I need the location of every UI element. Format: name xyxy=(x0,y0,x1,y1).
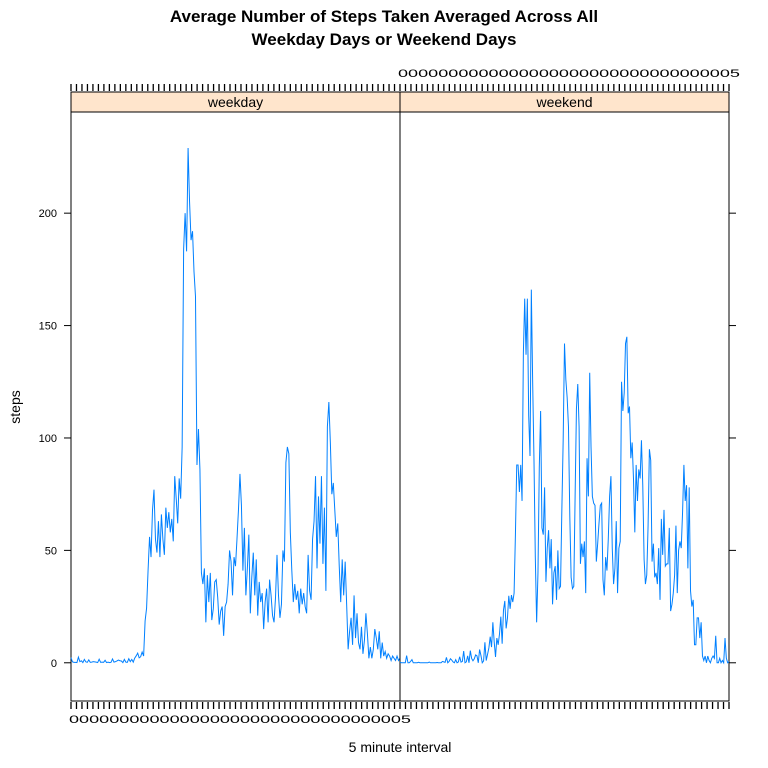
y-tick-label: 50 xyxy=(45,545,57,557)
panel-weekend xyxy=(399,111,730,702)
y-tick-label: 150 xyxy=(39,321,57,333)
chart-title-line-1: Average Number of Steps Taken Averaged A… xyxy=(170,7,598,26)
series-line-weekend xyxy=(399,289,730,665)
chart-title-line-2: Weekday Days or Weekend Days xyxy=(252,30,517,49)
x-axis-label: 5 minute interval xyxy=(349,739,452,755)
series-line-weekday xyxy=(70,147,401,664)
y-tick-label: 0 xyxy=(51,658,57,670)
panel-weekday xyxy=(70,111,401,702)
bottom-x-tick-labels: 0000000000000000000000000000000005 xyxy=(69,714,411,726)
strip-label-weekday: weekday xyxy=(207,94,263,110)
y-tick-label: 100 xyxy=(39,433,57,445)
plot-area: 0000000000000000000000000000000005000000… xyxy=(39,68,740,726)
strip-label-weekend: weekend xyxy=(535,94,592,110)
y-tick-label: 200 xyxy=(39,208,57,220)
top-x-tick-labels: 0000000000000000000000000000000005 xyxy=(398,68,740,80)
y-axis-label: steps xyxy=(7,390,23,423)
